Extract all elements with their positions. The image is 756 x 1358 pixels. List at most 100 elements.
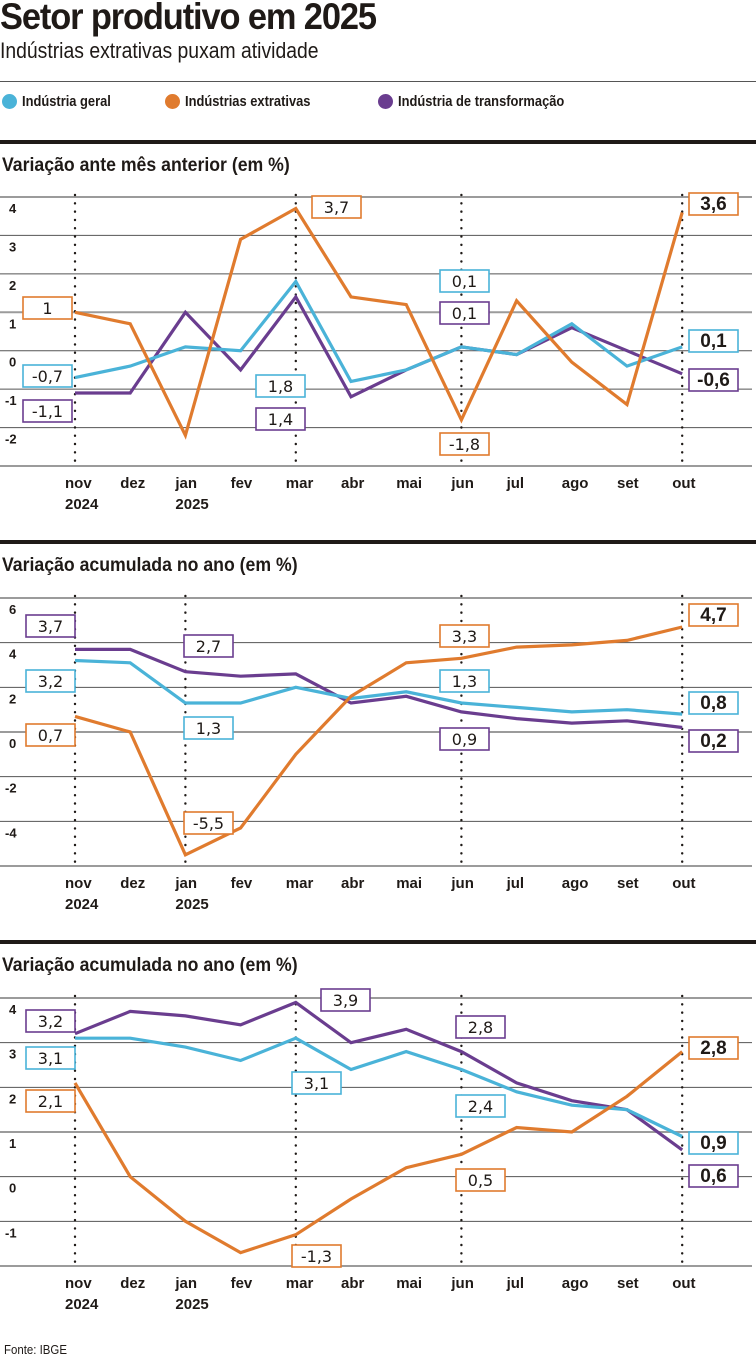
- annotation-label: -1,3: [301, 1247, 332, 1266]
- x-tick-label: ago: [562, 875, 589, 892]
- legend-item-transformacao: Indústria de transformação: [378, 93, 591, 110]
- x-tick-year-label: 2025: [175, 1296, 208, 1313]
- x-tick-label: jun: [450, 875, 474, 892]
- annotation-box-geral: [439, 269, 490, 293]
- legend-label: Indústria de transformação: [398, 93, 565, 110]
- y-tick-label: 4: [9, 647, 17, 662]
- legend-dot-icon: [165, 94, 180, 109]
- annotation-box-transformacao: [25, 1009, 76, 1033]
- y-tick-label: 6: [9, 602, 16, 617]
- annotation-box-transformacao: [439, 727, 490, 751]
- series-line-geral: [74, 658, 683, 716]
- x-tick-label: dez: [120, 1275, 145, 1292]
- annotation-label: 3,2: [38, 1012, 63, 1031]
- annotation-box-geral: [183, 716, 234, 740]
- annotation-label: 2,7: [196, 637, 221, 656]
- annotation-label: 0,1: [452, 304, 477, 323]
- annotation-label: 0,6: [700, 1166, 726, 1187]
- x-tick-label: mar: [286, 475, 314, 492]
- annotation-label: 3,2: [38, 672, 63, 691]
- x-tick-label: jul: [506, 1275, 524, 1292]
- annotation-label: -0,6: [697, 370, 730, 391]
- page-title: Setor produtivo em 2025: [0, 0, 377, 37]
- series-line-transformacao: [74, 1000, 684, 1152]
- annotation-box-extrativas: [311, 195, 362, 219]
- x-tick-label: jan: [174, 1275, 197, 1292]
- annotation-label: 2,8: [700, 1038, 726, 1059]
- x-tick-label: mar: [286, 1275, 314, 1292]
- x-tick-label: set: [617, 1275, 639, 1292]
- legend-dot-icon: [2, 94, 17, 109]
- source-note: Fonte: IBGE: [4, 1342, 67, 1357]
- x-tick-year-label: 2025: [175, 896, 208, 913]
- annotation-box-geral: [22, 364, 73, 388]
- x-tick-label: dez: [120, 475, 145, 492]
- annotation-box-extrativas: [25, 723, 76, 747]
- x-tick-label: dez: [120, 875, 145, 892]
- x-tick-label: abr: [341, 1275, 365, 1292]
- x-tick-year-label: 2025: [175, 496, 208, 513]
- annotation-label: 3,7: [38, 617, 63, 636]
- annotation-box-extrativas: [291, 1244, 342, 1268]
- y-tick-label: -4: [5, 825, 17, 840]
- y-tick-label: 1: [9, 1136, 16, 1151]
- annotation-box-extrativas: [439, 432, 490, 456]
- y-tick-label: 2: [9, 278, 16, 293]
- annotation-box-geral: [439, 669, 490, 693]
- y-tick-label: 2: [9, 691, 16, 706]
- x-tick-label: jul: [506, 875, 524, 892]
- annotation-box-transformacao: [25, 614, 76, 638]
- annotation-label: 4,7: [700, 605, 726, 626]
- annotation-box-transformacao: [255, 407, 306, 431]
- annotation-box-geral: [255, 374, 306, 398]
- annotation-box-transformacao: [455, 1015, 506, 1039]
- annotation-label: 0,9: [700, 1133, 726, 1154]
- annotation-box-extrativas: [688, 192, 739, 216]
- annotation-label: 3,1: [38, 1049, 63, 1068]
- y-tick-label: 3: [9, 1047, 16, 1062]
- y-tick-label: 2: [9, 1091, 16, 1106]
- annotation-box-geral: [688, 329, 739, 353]
- y-tick-label: 1: [9, 316, 16, 331]
- x-tick-label: nov: [65, 875, 92, 892]
- chart-2-title: Variação acumulada no ano (em %): [2, 555, 298, 576]
- legend-item-extrativas: Indústrias extrativas: [165, 93, 331, 110]
- y-tick-label: -1: [5, 1225, 17, 1240]
- x-tick-label: abr: [341, 475, 365, 492]
- annotation-label: -0,7: [32, 367, 63, 386]
- annotation-label: 0,9: [452, 730, 477, 749]
- x-tick-label: mai: [396, 475, 422, 492]
- annotation-label: 1: [42, 299, 52, 318]
- annotation-label: 3,6: [700, 194, 726, 215]
- annotation-label: 2,8: [468, 1018, 493, 1037]
- annotation-box-geral: [291, 1071, 342, 1095]
- chart-1-title: Variação ante mês anterior (em %): [2, 155, 290, 176]
- legend: Indústria geral Indústrias extrativas In…: [0, 93, 756, 115]
- annotation-box-transformacao: [439, 301, 490, 325]
- annotation-box-transformacao: [688, 368, 739, 392]
- annotation-label: 3,7: [324, 198, 349, 217]
- x-tick-year-label: 2024: [65, 496, 99, 513]
- legend-label: Indústria geral: [22, 93, 111, 110]
- legend-dot-icon: [378, 94, 393, 109]
- x-tick-label: out: [672, 475, 695, 492]
- x-tick-label: jun: [450, 475, 474, 492]
- annotation-box-extrativas: [455, 1168, 506, 1192]
- y-tick-label: -2: [5, 781, 17, 796]
- annotation-label: -1,1: [32, 402, 63, 421]
- annotation-label: 3,1: [304, 1074, 329, 1093]
- annotation-label: 2,4: [468, 1097, 493, 1116]
- y-tick-label: 4: [9, 201, 17, 216]
- annotation-label: 0,8: [700, 693, 726, 714]
- y-tick-label: 0: [9, 1181, 16, 1196]
- y-tick-label: 3: [9, 239, 16, 254]
- annotation-box-transformacao: [183, 634, 234, 658]
- x-tick-label: ago: [562, 1275, 589, 1292]
- y-tick-label: -1: [5, 393, 17, 408]
- section-divider: [0, 940, 756, 944]
- annotation-label: 2,1: [38, 1092, 63, 1111]
- annotation-label: 0,1: [452, 272, 477, 291]
- x-tick-label: fev: [231, 475, 253, 492]
- series-line-geral: [74, 278, 683, 384]
- x-tick-label: mai: [396, 875, 422, 892]
